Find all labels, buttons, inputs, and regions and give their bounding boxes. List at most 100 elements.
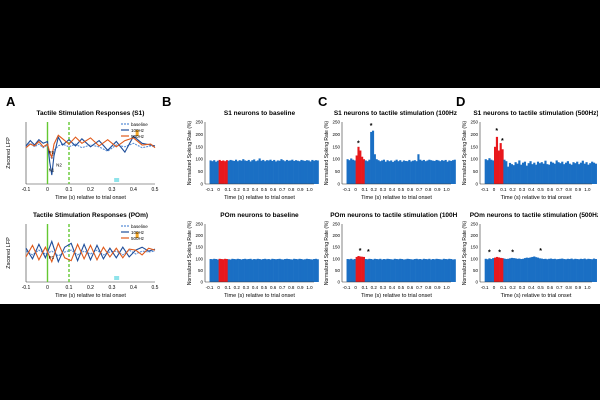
histogram-bar <box>419 259 422 282</box>
histogram-bar <box>264 161 267 184</box>
histogram-bar <box>535 164 538 184</box>
histogram-bar <box>253 159 256 184</box>
histogram-bar <box>421 259 424 282</box>
histogram-bar <box>576 259 579 282</box>
x-tick-label: 0.4 <box>528 285 535 290</box>
histogram-bar <box>401 161 404 184</box>
histogram-bar <box>527 257 530 282</box>
histogram-bar <box>267 160 270 184</box>
histogram-bar <box>262 159 265 184</box>
histogram-bar <box>419 159 422 184</box>
histogram-bar <box>433 160 436 184</box>
histogram-bar <box>422 159 425 184</box>
histogram-bar <box>214 161 218 184</box>
histogram-bar <box>527 163 530 184</box>
y-tick-label: 50 <box>198 268 204 273</box>
histogram-bar <box>276 259 279 282</box>
histogram-bar <box>444 159 447 184</box>
x-tick-label: 0.4 <box>252 285 259 290</box>
histogram-bar <box>522 162 525 184</box>
histogram-bar <box>529 257 532 282</box>
histogram-bar <box>348 259 351 282</box>
histogram-bar <box>397 161 400 184</box>
histogram-bar <box>274 259 278 282</box>
histogram-bar <box>486 259 489 282</box>
x-tick-label: 0.1 <box>362 285 369 290</box>
histogram-bar <box>540 258 543 282</box>
histogram-bar <box>546 164 549 184</box>
histogram-bar <box>542 259 545 282</box>
x-tick-label: -0.1 <box>206 285 214 290</box>
histogram-bar <box>280 159 283 184</box>
histogram-bar <box>417 154 420 184</box>
histogram-bar <box>209 259 212 282</box>
histogram-bar <box>227 160 230 184</box>
x-tick-label: -0.1 <box>481 187 489 192</box>
histogram-bar <box>229 159 232 184</box>
histogram-bar <box>238 160 241 184</box>
histogram-bar <box>410 259 413 282</box>
histogram-bar <box>490 259 493 282</box>
histogram-bar <box>293 160 296 184</box>
histogram-bar <box>353 160 356 184</box>
histogram-bar <box>359 150 362 184</box>
histogram-bar <box>220 160 223 184</box>
histogram-bar <box>564 162 568 184</box>
histogram-bar <box>314 160 318 184</box>
histogram-bar <box>218 159 221 184</box>
series-line-baseline <box>25 142 156 162</box>
x-tick-label: 0.8 <box>566 187 573 192</box>
histogram-bar <box>533 162 536 184</box>
histogram-bar <box>218 258 221 282</box>
histogram-bar <box>561 161 564 184</box>
histogram-bar <box>245 259 248 282</box>
histogram-bar <box>350 158 353 184</box>
x-tick-label: 0.5 <box>398 285 405 290</box>
histogram-bar <box>384 161 387 184</box>
histogram-bar <box>581 160 584 184</box>
histogram-bar <box>512 258 515 282</box>
histogram-bar <box>435 258 438 282</box>
histogram-bar <box>536 161 540 184</box>
histogram-bar <box>441 160 444 184</box>
histogram-bar <box>361 156 364 184</box>
histogram-bar <box>566 258 569 282</box>
y-tick-label: 200 <box>332 132 340 137</box>
y-axis-label: Zscored LFP <box>6 137 12 169</box>
peak-annotation: P1 <box>49 255 55 260</box>
x-tick-label: 0.4 <box>130 285 137 291</box>
y-tick-label: 0 <box>200 182 203 187</box>
significance-asterisk: * <box>370 123 373 130</box>
histogram-bar <box>296 160 299 184</box>
x-tick-label: -0.1 <box>343 285 351 290</box>
y-tick-label: 250 <box>470 120 478 125</box>
histogram-bar <box>594 163 597 184</box>
histogram-bar <box>282 160 285 184</box>
x-axis-label: Time (s) relative to trial onset <box>501 195 572 201</box>
chart-title: S1 neurons to baseline <box>224 110 296 117</box>
histogram-bar <box>264 258 267 282</box>
histogram-bar <box>583 258 586 282</box>
x-tick-label: 0.6 <box>270 187 277 192</box>
histogram-bar <box>523 161 527 184</box>
x-tick-label: 0.2 <box>87 187 94 193</box>
histogram-bar <box>439 161 442 184</box>
figure: A B C D Tactile Stimulation Responses (S… <box>0 88 600 304</box>
panel-letter-d: D <box>456 94 466 109</box>
histogram-bar <box>484 159 487 184</box>
x-tick-label: 0.7 <box>279 285 286 290</box>
histogram-bar <box>285 258 288 282</box>
x-axis-label: Time (s) relative to trial onset <box>55 293 126 299</box>
histogram-bar <box>289 160 292 184</box>
histogram-bar <box>388 161 391 184</box>
x-tick-label: -0.1 <box>22 285 31 291</box>
histogram-bar <box>262 259 265 282</box>
histogram-bar <box>309 259 312 282</box>
x-tick-label: 0.1 <box>225 285 232 290</box>
y-tick-label: 50 <box>335 169 341 174</box>
histogram-bar <box>357 146 360 184</box>
histogram-bar <box>451 160 455 184</box>
legend-label: 100Hz <box>131 128 145 133</box>
y-tick-label: 200 <box>470 132 478 137</box>
x-tick-label: 0.1 <box>225 187 232 192</box>
